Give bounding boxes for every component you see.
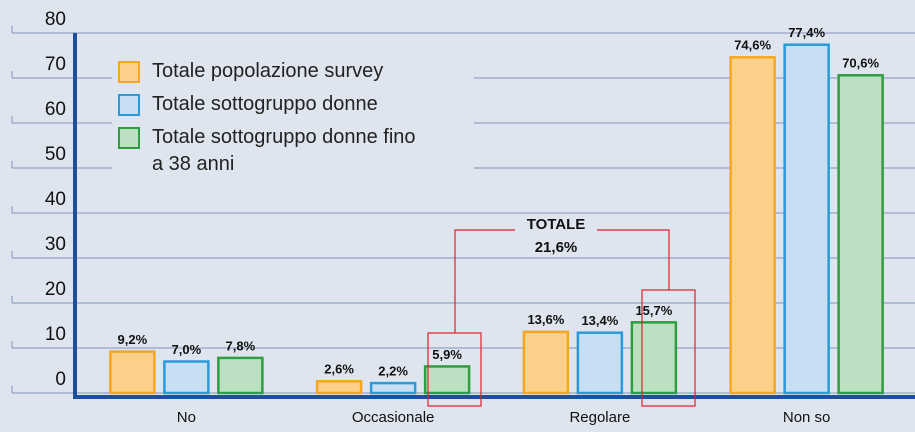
bar bbox=[423, 365, 471, 395]
bar bbox=[576, 331, 624, 395]
bar bbox=[369, 381, 417, 395]
legend-item: Totale popolazione survey bbox=[118, 58, 468, 85]
x-tick-label: No bbox=[177, 409, 196, 426]
y-tick-label: 0 bbox=[55, 369, 66, 390]
x-tick-label: Occasionale bbox=[352, 409, 435, 426]
value-label: 5,9% bbox=[432, 347, 462, 362]
annotation: 21,6% bbox=[535, 239, 578, 256]
annotation: TOTALE bbox=[527, 216, 586, 233]
legend-item: Totale sottogruppo donne bbox=[118, 91, 468, 118]
legend-swatch bbox=[118, 127, 140, 149]
legend-label: Totale sottogruppo donne bbox=[152, 93, 378, 115]
value-label: 2,6% bbox=[324, 362, 354, 377]
highlight-boxes bbox=[427, 229, 696, 407]
value-label: 13,6% bbox=[527, 312, 564, 327]
value-label: 77,4% bbox=[788, 25, 825, 40]
y-tick-label: 30 bbox=[45, 234, 66, 255]
bar bbox=[522, 330, 570, 395]
x-tick-label: Non so bbox=[783, 409, 831, 426]
value-label: 70,6% bbox=[842, 56, 879, 71]
value-label: 13,4% bbox=[581, 313, 618, 328]
y-tick-label: 70 bbox=[45, 54, 66, 75]
value-label: 7,8% bbox=[226, 338, 256, 353]
value-label: 7,0% bbox=[172, 342, 202, 357]
bar bbox=[729, 56, 776, 395]
value-label: 15,7% bbox=[635, 303, 672, 318]
bar bbox=[217, 356, 264, 395]
legend-label: Totale sottogruppo donne fino a 38 anni bbox=[152, 126, 416, 175]
y-tick-label: 60 bbox=[45, 99, 66, 120]
y-tick-label: 40 bbox=[45, 189, 66, 210]
bar bbox=[783, 43, 830, 395]
y-tick-label: 80 bbox=[45, 9, 66, 30]
value-label: 74,6% bbox=[734, 38, 771, 53]
connector bbox=[597, 229, 670, 290]
value-label: 9,2% bbox=[118, 332, 148, 347]
legend: Totale popolazione survey Totale sottogru… bbox=[112, 56, 474, 186]
bar bbox=[837, 74, 884, 395]
y-tick-label: 20 bbox=[45, 279, 66, 300]
legend-swatch bbox=[118, 61, 140, 83]
connector bbox=[454, 229, 515, 333]
y-tick-label: 50 bbox=[45, 144, 66, 165]
legend-label: Totale popolazione survey bbox=[152, 60, 384, 82]
legend-item: Totale sottogruppo donne fino a 38 anni bbox=[118, 124, 468, 178]
y-tick-label: 10 bbox=[45, 324, 66, 345]
bar bbox=[630, 321, 678, 395]
value-label: 2,2% bbox=[378, 364, 408, 379]
bar bbox=[315, 380, 363, 395]
x-tick-label: Regolare bbox=[569, 409, 630, 426]
plot: 0 10 20 30 40 50 60 70 80 No 9,2% 7,0% 7,8% Occasiona… bbox=[11, 9, 915, 426]
bar bbox=[163, 360, 210, 395]
legend-swatch bbox=[118, 94, 140, 116]
bar bbox=[109, 350, 156, 395]
